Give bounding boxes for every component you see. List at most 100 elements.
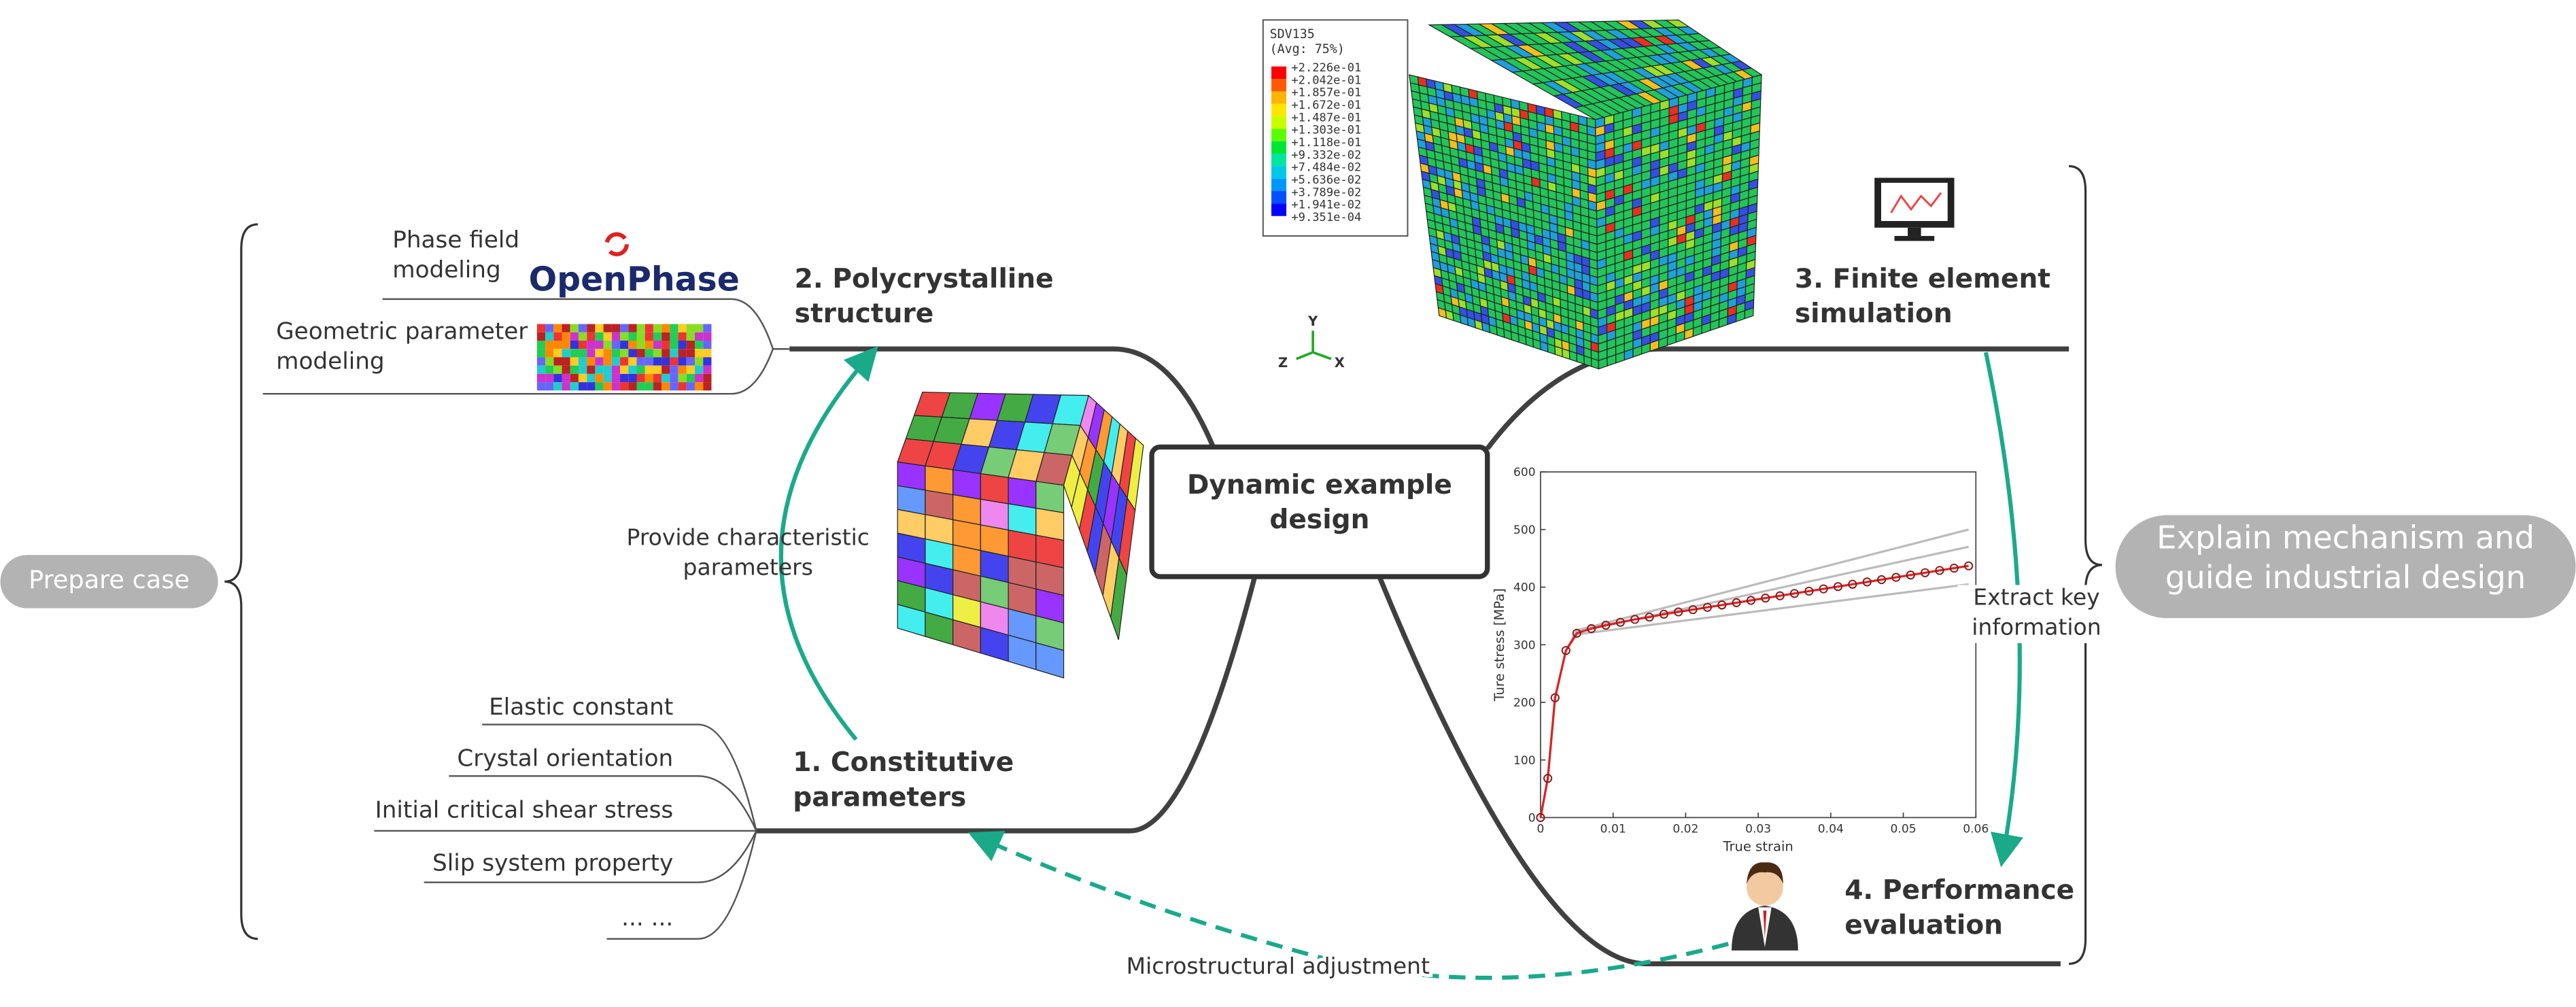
grain-thumb [670, 332, 679, 341]
data-point [1659, 609, 1668, 619]
grain-thumb [645, 349, 653, 358]
grain-thumb [570, 365, 579, 374]
monitor-icon [1874, 177, 1955, 241]
data-point [1848, 579, 1857, 589]
grain-thumb [670, 357, 679, 366]
y-tick-label: 200 [1513, 696, 1536, 710]
grain-thumb [570, 349, 579, 358]
data-point [1688, 604, 1698, 615]
grain-thumb [611, 340, 621, 349]
grain-thumb [695, 332, 704, 341]
grain-thumb [636, 340, 645, 349]
grain-thumb [545, 373, 554, 383]
grain-thumb [620, 365, 629, 374]
grain-thumb [578, 365, 587, 374]
grain-thumb [545, 324, 554, 332]
grain-thumb [611, 357, 621, 366]
data-point [1561, 646, 1570, 655]
grain [1127, 437, 1144, 512]
grain [980, 473, 1009, 505]
edge-label-box: Provide characteristic parameters [626, 525, 870, 581]
data-point [1862, 577, 1872, 587]
parameter: Slip system property [432, 850, 673, 877]
data-point [1572, 628, 1581, 638]
contour-legend-label: +2.226e-01 [1291, 61, 1361, 75]
data-line [1539, 564, 1969, 818]
node-label-box: 4. Performance evaluation [1844, 874, 2074, 940]
grain-thumb [595, 365, 604, 374]
modeling-label-box: Geometric parameter modeling [276, 319, 528, 376]
grain-thumb [695, 373, 704, 383]
grain-thumb [678, 382, 687, 391]
grain-thumb [578, 332, 587, 341]
braces [224, 165, 2103, 966]
data-point [1601, 620, 1611, 630]
grain-thumb [587, 382, 596, 391]
data-point [1775, 591, 1785, 600]
data-point [1949, 563, 1959, 573]
grain-thumb [662, 324, 670, 332]
grain-thumb [678, 349, 687, 358]
axis-triad-label: Y [1307, 313, 1318, 329]
x-tick-label: 0.03 [1745, 822, 1771, 836]
grain-thumb [636, 373, 645, 383]
data-point [1746, 596, 1756, 605]
data-point [1615, 617, 1625, 627]
x-tick-label: 0.06 [1963, 822, 1989, 836]
grain-thumb [686, 340, 695, 349]
grain-thumb [695, 357, 704, 366]
grain-thumb [562, 324, 570, 332]
grain-thumb [536, 382, 546, 391]
node-label: 3. Finite element simulation [1794, 262, 2050, 329]
contour-legend-label: +9.351e-04 [1291, 211, 1361, 224]
y-tick-label: 300 [1513, 638, 1536, 652]
grain-thumb [545, 349, 554, 358]
grain-thumb [570, 373, 579, 383]
contour-legend-label: +9.332e-02 [1291, 148, 1361, 162]
grain-thumb [611, 373, 621, 383]
grain-thumb [703, 332, 712, 341]
grain-thumb [562, 340, 570, 349]
grain-thumb [587, 365, 596, 374]
grain-thumb [595, 349, 604, 358]
grain-thumb [645, 332, 653, 341]
grain-thumb [536, 332, 546, 341]
center-label: Dynamic example design [1186, 468, 1452, 535]
data-point [1833, 582, 1843, 592]
data-point [1674, 607, 1683, 617]
grain-thumb [611, 365, 621, 374]
grain-thumb [628, 340, 637, 349]
x-tick-label: 0.02 [1672, 822, 1698, 836]
x-tick-label: 0.04 [1818, 822, 1844, 836]
grain-thumb [653, 373, 662, 383]
grain-thumb [670, 373, 679, 383]
grain-thumb [570, 382, 579, 391]
grain-thumb [587, 373, 596, 383]
grain-thumb [662, 332, 670, 341]
grain-thumb [570, 332, 579, 341]
contour-legend-swatch [1271, 91, 1287, 104]
contour-legend-label: +1.303e-01 [1291, 124, 1361, 137]
grain-thumb [553, 332, 562, 341]
grain-thumb [553, 357, 562, 366]
grain-thumb [587, 340, 596, 349]
grain-thumb [670, 349, 679, 358]
grain-thumb [603, 340, 612, 349]
grain-thumb [536, 324, 546, 332]
grain-thumb [695, 365, 704, 374]
edge-label: Provide characteristic parameters [626, 525, 870, 581]
grain-thumb [553, 365, 562, 374]
grain-thumb [703, 365, 712, 374]
grain-thumb [636, 382, 645, 391]
grain-thumb [636, 365, 645, 374]
grain-thumb [678, 340, 687, 349]
grain-thumb [686, 324, 695, 332]
data-point [1906, 570, 1915, 580]
axis-triad-label: Z [1278, 355, 1288, 371]
grain-thumb [653, 324, 662, 332]
grain-thumb [703, 373, 712, 383]
grain-thumb [645, 373, 653, 383]
data-point [1717, 600, 1727, 610]
grain-thumb [562, 349, 570, 358]
plot-area [1540, 471, 1977, 819]
